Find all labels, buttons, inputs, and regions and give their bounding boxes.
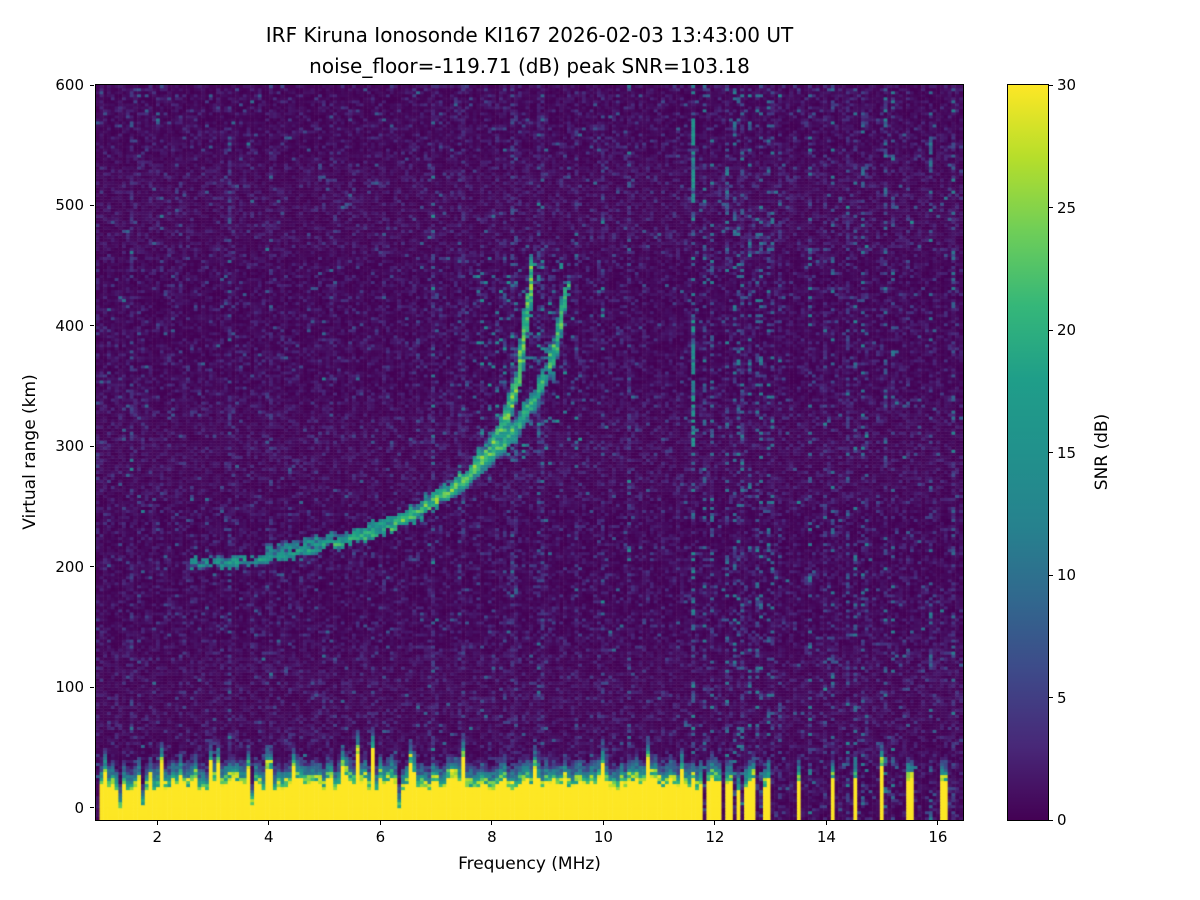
x-tick-mark	[602, 821, 604, 825]
y-tick-label: 300	[55, 437, 84, 456]
colorbar-tick-label: 25	[1057, 198, 1077, 217]
plot-frame	[95, 84, 964, 821]
colorbar-tick-label: 30	[1057, 76, 1077, 94]
colorbar-label: SNR (dB)	[1092, 413, 1112, 491]
y-tick-mark	[90, 204, 94, 206]
chart-title: IRF Kiruna Ionosonde KI167 2026-02-03 13…	[96, 20, 963, 82]
x-tick-label: 16	[928, 828, 948, 846]
x-tick-label: 14	[816, 828, 836, 846]
x-tick-mark	[825, 821, 827, 825]
x-tick-label: 12	[705, 828, 725, 846]
x-axis-label: Frequency (MHz)	[458, 854, 601, 874]
x-tick-mark	[714, 821, 716, 825]
y-tick-mark	[90, 807, 94, 809]
colorbar-tick-label: 0	[1057, 811, 1067, 829]
x-tick-label: 10	[593, 828, 613, 846]
colorbar-tick-mark	[1049, 452, 1053, 453]
x-tick-label: 2	[152, 828, 163, 846]
chart-title-line2: noise_floor=-119.71 (dB) peak SNR=103.18	[309, 54, 750, 78]
y-tick-mark	[90, 566, 94, 568]
x-tick-label: 6	[375, 828, 386, 846]
y-tick-mark	[90, 686, 94, 688]
chart-title-line1: IRF Kiruna Ionosonde KI167 2026-02-03 13…	[265, 23, 794, 47]
x-tick-mark	[937, 821, 939, 825]
x-tick-mark	[379, 821, 381, 825]
y-tick-mark	[90, 84, 94, 86]
y-tick-mark	[90, 325, 94, 327]
x-tick-label: 4	[264, 828, 274, 846]
y-tick-label: 500	[55, 196, 84, 215]
colorbar-tick-mark	[1049, 819, 1053, 821]
y-tick-label: 600	[55, 76, 84, 94]
x-tick-mark	[491, 821, 493, 825]
colorbar-tick-mark	[1049, 329, 1053, 331]
colorbar-tick-mark	[1049, 574, 1053, 576]
y-tick-mark	[90, 445, 94, 447]
y-tick-label: 100	[55, 678, 84, 697]
colorbar-tick-mark	[1049, 207, 1053, 208]
colorbar-frame	[1007, 84, 1049, 821]
colorbar-tick-label: 10	[1057, 566, 1077, 584]
colorbar-tick-mark	[1049, 84, 1053, 86]
colorbar-tick-mark	[1049, 697, 1053, 698]
colorbar-gradient	[1008, 85, 1048, 820]
x-tick-label: 8	[487, 828, 497, 846]
y-tick-label: 400	[55, 316, 84, 335]
ionogram-heatmap	[96, 85, 963, 820]
colorbar-tick-label: 20	[1057, 321, 1077, 339]
y-tick-label: 0	[74, 798, 84, 817]
x-tick-mark	[156, 821, 158, 825]
colorbar-tick-label: 15	[1057, 443, 1077, 462]
y-tick-label: 200	[55, 557, 84, 576]
x-tick-mark	[268, 821, 270, 825]
colorbar-tick-label: 5	[1057, 688, 1067, 707]
